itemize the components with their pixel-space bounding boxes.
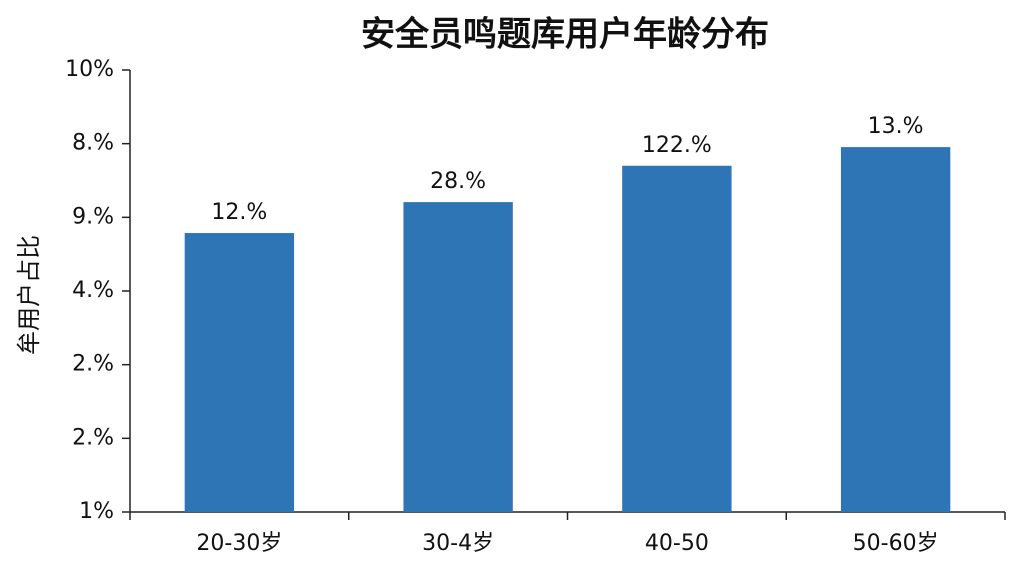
bar	[622, 165, 732, 512]
y-tick-label: 2.%	[72, 352, 114, 377]
y-tick-label: 10%	[65, 57, 114, 82]
x-tick-label: 50-60岁	[853, 531, 939, 556]
x-tick-label: 30-4岁	[422, 531, 494, 556]
value-label: 12.%	[211, 200, 267, 225]
y-tick-label: 1%	[79, 499, 114, 524]
y-tick-label: 2.%	[72, 425, 114, 450]
value-label: 13.%	[868, 114, 924, 139]
y-tick-label: 9.%	[72, 204, 114, 229]
value-label: 28.%	[430, 169, 486, 194]
y-axis-label: 牟用户占比	[15, 235, 43, 355]
value-label: 122.%	[642, 133, 712, 158]
chart-title: 安全员鸣题库用户年龄分布	[361, 15, 769, 55]
y-tick-label: 4.%	[72, 278, 114, 303]
bar	[840, 147, 951, 513]
x-tick-label: 20-30岁	[196, 531, 282, 556]
bar	[403, 202, 513, 512]
y-tick-label: 8.%	[72, 131, 114, 156]
bar	[184, 233, 295, 512]
x-tick-label: 40-50	[645, 531, 709, 556]
